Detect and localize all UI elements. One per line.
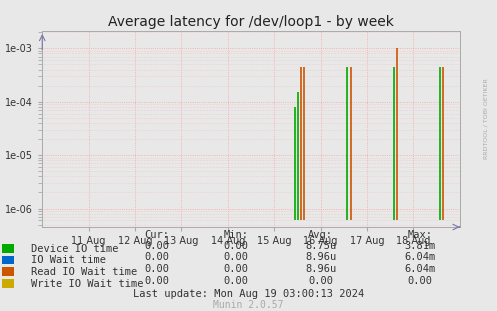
- Text: 0.00: 0.00: [144, 241, 169, 251]
- Text: Device IO time: Device IO time: [31, 244, 118, 254]
- Y-axis label: seconds: seconds: [0, 106, 2, 152]
- Text: Avg:: Avg:: [308, 230, 333, 240]
- Title: Average latency for /dev/loop1 - by week: Average latency for /dev/loop1 - by week: [108, 15, 394, 29]
- Text: Munin 2.0.57: Munin 2.0.57: [213, 300, 284, 310]
- Text: 6.04m: 6.04m: [405, 252, 435, 262]
- Text: 0.00: 0.00: [224, 241, 248, 251]
- Text: Max:: Max:: [408, 230, 432, 240]
- Text: 0.00: 0.00: [144, 252, 169, 262]
- Text: 0.00: 0.00: [408, 276, 432, 286]
- Text: 0.00: 0.00: [144, 276, 169, 286]
- Text: Read IO Wait time: Read IO Wait time: [31, 267, 137, 277]
- Text: Min:: Min:: [224, 230, 248, 240]
- Text: 0.00: 0.00: [224, 252, 248, 262]
- Text: Cur:: Cur:: [144, 230, 169, 240]
- Text: 0.00: 0.00: [144, 264, 169, 274]
- Text: IO Wait time: IO Wait time: [31, 255, 106, 265]
- Text: 8.75u: 8.75u: [305, 241, 336, 251]
- Text: 8.96u: 8.96u: [305, 252, 336, 262]
- Text: Last update: Mon Aug 19 03:00:13 2024: Last update: Mon Aug 19 03:00:13 2024: [133, 289, 364, 299]
- Text: 0.00: 0.00: [224, 264, 248, 274]
- Text: RRDTOOL / TOBI OETIKER: RRDTOOL / TOBI OETIKER: [484, 78, 489, 159]
- Text: 3.81m: 3.81m: [405, 241, 435, 251]
- Text: 8.96u: 8.96u: [305, 264, 336, 274]
- Text: 0.00: 0.00: [308, 276, 333, 286]
- Text: Write IO Wait time: Write IO Wait time: [31, 279, 143, 289]
- Text: 0.00: 0.00: [224, 276, 248, 286]
- Text: 6.04m: 6.04m: [405, 264, 435, 274]
